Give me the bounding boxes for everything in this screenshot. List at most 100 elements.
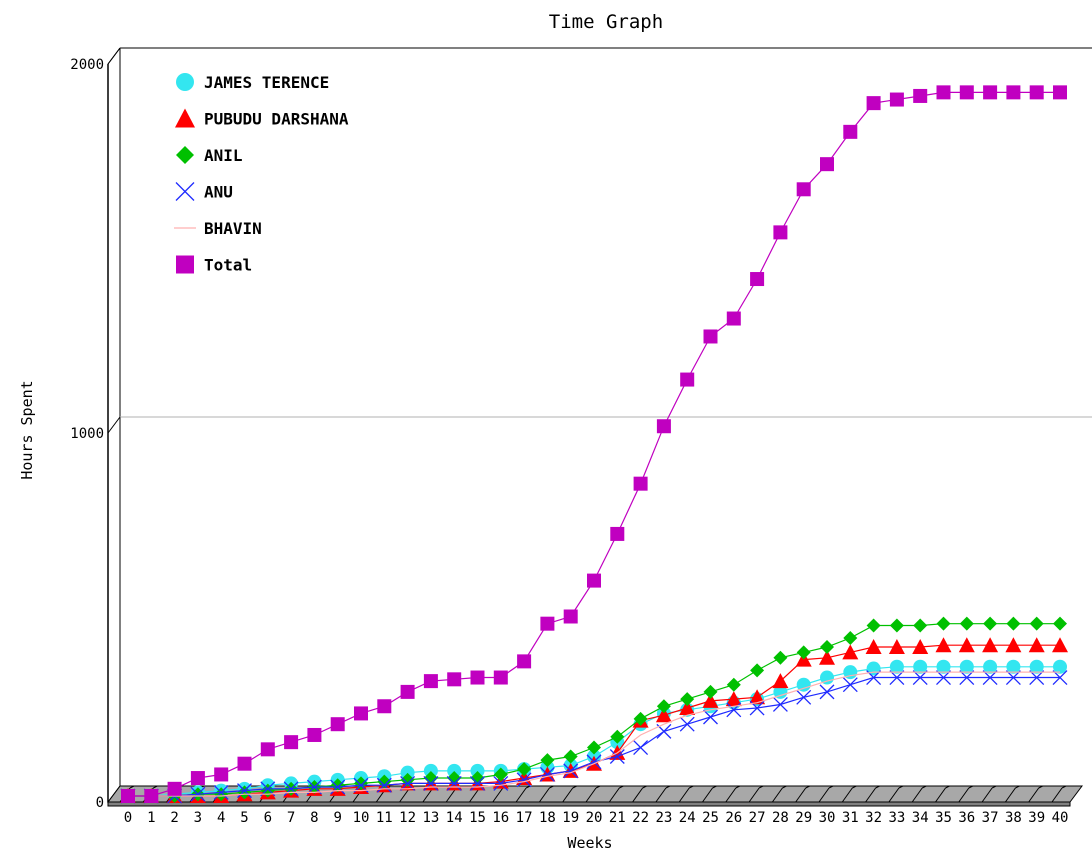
data-point <box>912 670 928 685</box>
floor-tick <box>911 787 923 803</box>
data-point <box>866 618 881 633</box>
x-tick-label: 13 <box>422 810 439 826</box>
data-point <box>936 659 951 674</box>
data-point <box>936 670 951 685</box>
data-point <box>587 740 601 755</box>
data-point <box>703 709 718 725</box>
data-point <box>912 639 929 655</box>
data-point <box>959 659 974 674</box>
floor-front <box>107 801 1071 807</box>
data-point <box>749 689 766 705</box>
y-tick-label: 1000 <box>70 426 104 442</box>
data-point <box>1053 659 1067 674</box>
data-point <box>843 631 858 646</box>
data-point <box>935 637 952 653</box>
data-point <box>959 616 974 631</box>
legend-item: BHAVIN <box>174 219 262 238</box>
x-tick-label: 7 <box>287 810 295 826</box>
x-tick-label: 40 <box>1052 810 1069 826</box>
y-tick-mark <box>107 785 121 803</box>
floor-tick-cap <box>828 785 834 789</box>
data-point <box>702 692 719 708</box>
data-point <box>423 763 438 778</box>
legend-swatch <box>176 73 194 91</box>
data-point <box>983 85 998 100</box>
y-ticks: 0 1000 2000 <box>70 47 121 811</box>
floor-tick-cap <box>688 785 694 789</box>
data-point <box>307 727 322 742</box>
x-tick-label: 3 <box>194 810 202 826</box>
x-tick-label: 8 <box>310 810 318 826</box>
x-tick-label: 36 <box>958 810 975 826</box>
floor-tick-cap <box>129 785 135 789</box>
data-point <box>889 618 904 633</box>
data-point <box>656 699 671 714</box>
x-tick-label: 9 <box>333 810 341 826</box>
floor-tick-cap <box>875 785 880 789</box>
data-point <box>190 771 205 786</box>
floor-tick-cap <box>758 785 764 789</box>
data-point <box>633 711 648 726</box>
data-point <box>516 772 532 788</box>
floor-tick <box>888 787 900 803</box>
data-point <box>820 670 834 685</box>
legend-item: Total <box>176 255 252 275</box>
legend-swatch <box>175 182 195 201</box>
data-point <box>237 756 252 771</box>
data-point <box>1053 616 1067 631</box>
data-point <box>796 645 811 660</box>
data-point <box>400 765 415 780</box>
data-point <box>470 670 485 685</box>
floor-tick <box>515 787 527 803</box>
data-point <box>750 663 765 678</box>
floor-tick <box>958 787 970 803</box>
data-point <box>493 767 508 782</box>
x-tick-label: 4 <box>217 810 225 826</box>
data-point <box>330 779 346 795</box>
data-point <box>447 771 462 786</box>
series-anu <box>120 670 1068 804</box>
data-point <box>214 787 229 802</box>
x-tick-label: 15 <box>469 810 486 826</box>
data-point <box>1053 85 1067 100</box>
data-point <box>377 699 392 714</box>
floor-tick-cap <box>525 785 531 789</box>
data-point <box>913 659 928 674</box>
floor-tick <box>981 787 993 803</box>
data-point <box>423 771 438 786</box>
floor-tick <box>655 787 667 803</box>
y-tick-mark <box>107 47 121 65</box>
data-point <box>446 775 462 791</box>
data-point <box>820 640 834 655</box>
x-axis-label: Weeks <box>567 834 612 852</box>
floor-tick-cap <box>595 785 601 789</box>
data-point <box>842 677 858 693</box>
data-point <box>796 677 811 692</box>
floor-tick <box>1051 787 1063 803</box>
floor-tick <box>585 787 597 803</box>
x-tick-label: 32 <box>865 810 882 826</box>
data-point <box>586 754 602 770</box>
data-point <box>493 775 509 791</box>
x-tick-label: 5 <box>240 810 248 826</box>
data-point <box>913 88 928 103</box>
y-axis-label: Hours Spent <box>18 380 36 479</box>
y-tick-mark <box>107 416 121 434</box>
data-point <box>447 763 462 778</box>
data-point <box>470 775 485 791</box>
floor-tick-cap <box>782 785 787 789</box>
x-tick-label: 18 <box>539 810 556 826</box>
x-tick-label: 14 <box>446 810 463 826</box>
floor-tick <box>818 787 830 803</box>
legend-item: ANIL <box>176 146 243 165</box>
floor-tick <box>678 787 690 803</box>
data-point <box>423 674 438 689</box>
floor-tick <box>702 787 713 803</box>
floor-tick-cap <box>642 785 647 789</box>
data-point <box>1052 670 1068 685</box>
data-point <box>237 785 252 800</box>
x-tick-label: 21 <box>609 810 626 826</box>
chart-title: Time Graph <box>549 11 663 33</box>
data-point <box>563 749 578 764</box>
floor-tick <box>865 787 877 803</box>
